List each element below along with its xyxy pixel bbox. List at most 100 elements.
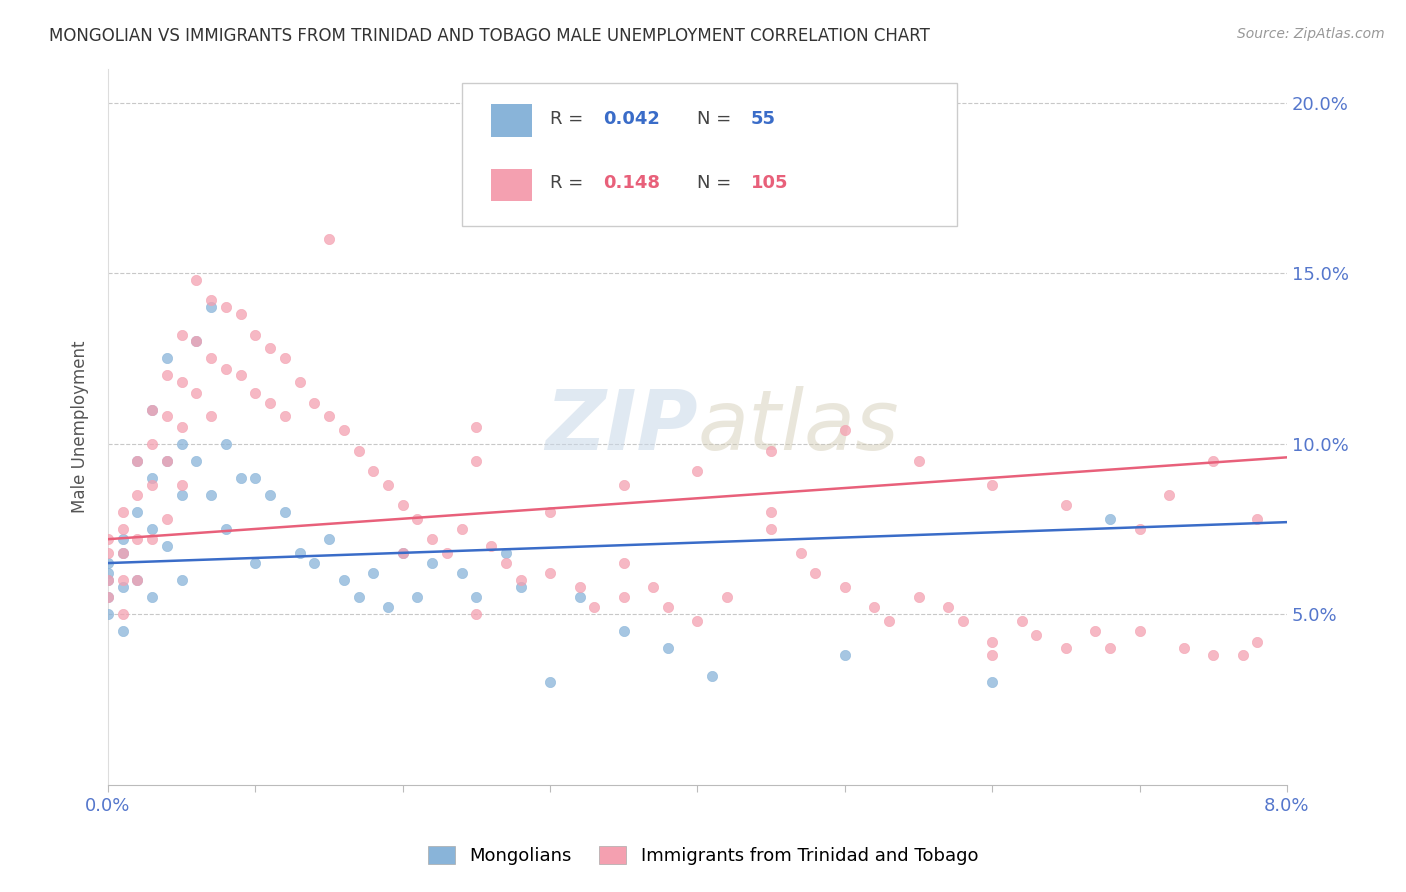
Point	[1099, 512, 1122, 526]
Point	[450, 522, 472, 536]
Point	[538, 566, 561, 581]
Point	[318, 532, 340, 546]
Point	[1129, 624, 1152, 639]
Point	[1202, 454, 1225, 468]
Point	[391, 498, 413, 512]
Point	[1084, 624, 1107, 639]
Point	[907, 590, 929, 604]
Point	[245, 556, 267, 570]
Point	[686, 464, 709, 478]
Point	[304, 396, 326, 410]
Point	[1246, 634, 1268, 648]
Point	[981, 477, 1004, 491]
Point	[127, 454, 149, 468]
Point	[406, 590, 429, 604]
Point	[97, 590, 120, 604]
Point	[170, 573, 193, 587]
Point	[318, 409, 340, 424]
Point	[111, 522, 134, 536]
Point	[377, 477, 399, 491]
Text: Source: ZipAtlas.com: Source: ZipAtlas.com	[1237, 27, 1385, 41]
Point	[215, 300, 238, 314]
Point	[111, 573, 134, 587]
Point	[259, 341, 281, 355]
Text: 105: 105	[751, 174, 787, 192]
Point	[156, 454, 179, 468]
Point	[834, 580, 856, 594]
Point	[111, 546, 134, 560]
Point	[141, 590, 163, 604]
Point	[111, 546, 134, 560]
Point	[450, 566, 472, 581]
Point	[141, 477, 163, 491]
Point	[759, 522, 782, 536]
Point	[759, 443, 782, 458]
Point	[1246, 512, 1268, 526]
Point	[97, 573, 120, 587]
Point	[97, 546, 120, 560]
Point	[834, 423, 856, 437]
Point	[952, 614, 974, 628]
Point	[495, 546, 517, 560]
Point	[156, 409, 179, 424]
Point	[141, 436, 163, 450]
Point	[613, 556, 636, 570]
Text: N =: N =	[697, 174, 738, 192]
Point	[1054, 498, 1077, 512]
Text: 0.148: 0.148	[603, 174, 661, 192]
Point	[170, 376, 193, 390]
Point	[361, 464, 384, 478]
Point	[200, 351, 222, 366]
Point	[97, 556, 120, 570]
Point	[127, 573, 149, 587]
Point	[127, 573, 149, 587]
Point	[127, 505, 149, 519]
Point	[465, 607, 488, 622]
Point	[834, 648, 856, 662]
Point	[465, 590, 488, 604]
Point	[245, 385, 267, 400]
Text: N =: N =	[697, 110, 738, 128]
Point	[186, 273, 208, 287]
Point	[274, 409, 297, 424]
Point	[127, 532, 149, 546]
Point	[981, 675, 1004, 690]
Point	[377, 600, 399, 615]
Text: MONGOLIAN VS IMMIGRANTS FROM TRINIDAD AND TOBAGO MALE UNEMPLOYMENT CORRELATION C: MONGOLIAN VS IMMIGRANTS FROM TRINIDAD AN…	[49, 27, 931, 45]
Point	[731, 164, 754, 178]
Point	[97, 590, 120, 604]
Legend: Mongolians, Immigrants from Trinidad and Tobago: Mongolians, Immigrants from Trinidad and…	[419, 837, 987, 874]
Point	[200, 488, 222, 502]
Point	[509, 580, 531, 594]
Point	[170, 436, 193, 450]
Point	[495, 556, 517, 570]
Point	[361, 566, 384, 581]
Point	[229, 471, 252, 485]
Point	[436, 546, 458, 560]
Point	[200, 409, 222, 424]
Point	[141, 471, 163, 485]
Point	[111, 624, 134, 639]
Text: 0.042: 0.042	[603, 110, 659, 128]
Point	[141, 522, 163, 536]
Point	[111, 580, 134, 594]
Point	[156, 454, 179, 468]
Point	[127, 488, 149, 502]
Point	[936, 600, 959, 615]
Point	[568, 580, 591, 594]
Point	[789, 546, 811, 560]
Point	[981, 634, 1004, 648]
Point	[97, 532, 120, 546]
Point	[186, 334, 208, 349]
Point	[200, 300, 222, 314]
FancyBboxPatch shape	[491, 104, 533, 136]
Point	[156, 512, 179, 526]
Point	[186, 454, 208, 468]
Point	[156, 351, 179, 366]
Point	[97, 607, 120, 622]
Point	[170, 419, 193, 434]
Point	[391, 546, 413, 560]
Point	[318, 232, 340, 246]
Point	[391, 546, 413, 560]
Point	[111, 532, 134, 546]
